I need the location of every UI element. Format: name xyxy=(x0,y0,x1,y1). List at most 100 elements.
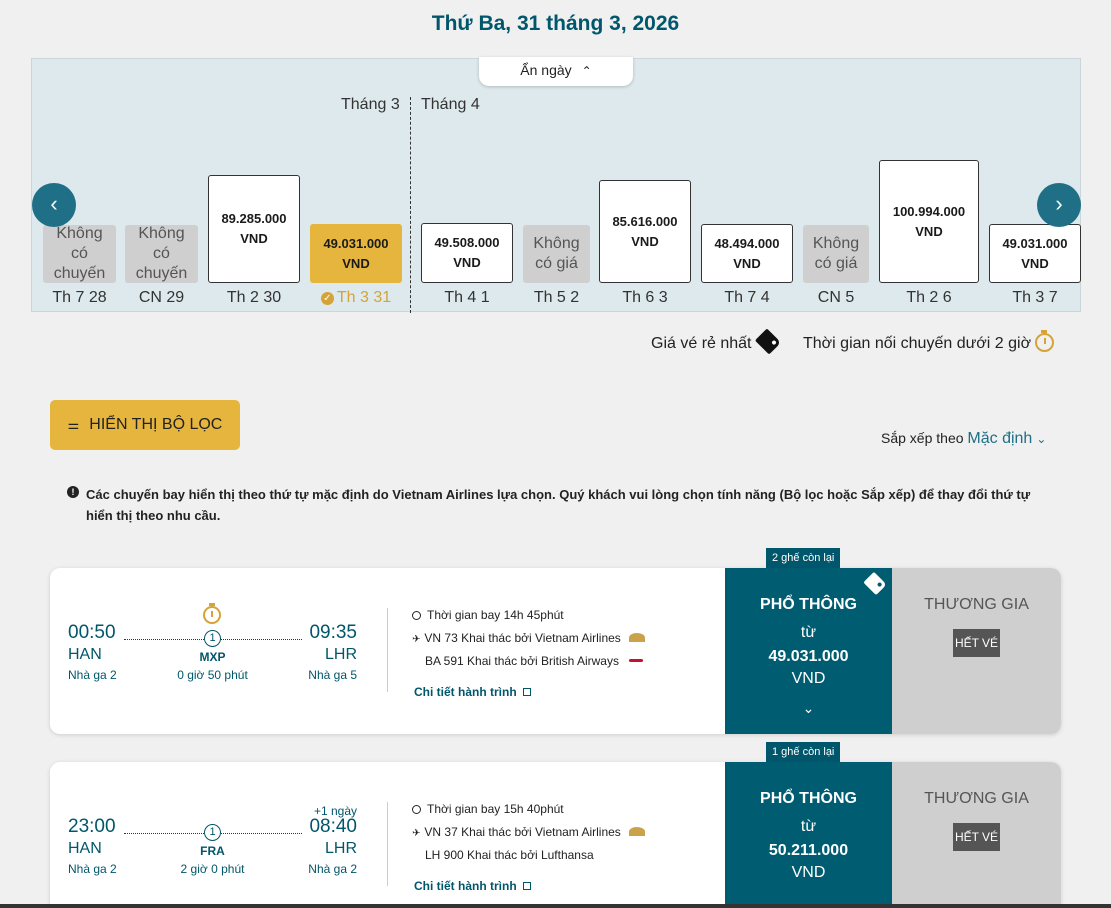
bar-currency: VND xyxy=(733,255,761,271)
business-title: THƯƠNG GIA xyxy=(924,790,1029,807)
month-divider xyxy=(410,97,411,313)
price-tag-icon xyxy=(863,571,887,596)
divider xyxy=(387,608,388,692)
sliders-icon: ⚌ xyxy=(67,417,80,432)
departure-terminal: Nhà ga 2 xyxy=(68,668,117,682)
british-airways-logo-icon xyxy=(628,659,643,662)
day-th4-1[interactable]: 49.508.000 VND Th 4 1 xyxy=(421,59,513,313)
day-label: Th 4 1 xyxy=(444,289,490,306)
price-bar: 85.616.000 VND xyxy=(599,180,691,283)
chevron-down-icon: ⌄ xyxy=(1036,432,1047,446)
price-bar: 48.494.000 VND xyxy=(701,224,793,283)
day-th5-2[interactable]: Không có giá Th 5 2 xyxy=(523,59,590,313)
bar-text: Không xyxy=(138,225,185,242)
seats-left-badge: 2 ghế còn lại xyxy=(766,548,841,568)
economy-price: 49.031.000 xyxy=(768,648,849,665)
legend-short-connection: Thời gian nối chuyến dưới 2 giờ xyxy=(803,330,1055,353)
stop-duration: 0 giờ 50 phút xyxy=(177,668,248,682)
bar-text: có xyxy=(153,245,170,262)
sort-dropdown[interactable]: Mặc định ⌄ xyxy=(967,430,1046,447)
business-fare: THƯƠNG GIA HẾT VÉ xyxy=(892,762,1061,908)
bar-price: 89.285.000 xyxy=(221,211,287,226)
day-th2-6[interactable]: 100.994.000 VND Th 2 6 xyxy=(879,59,979,313)
economy-title: PHỔ THÔNG xyxy=(760,790,857,807)
business-title: THƯƠNG GIA xyxy=(924,596,1029,613)
flight-card: 2 ghế còn lại 00:50 HAN Nhà ga 2 1 MXP 0… xyxy=(50,548,1061,734)
flight-duration: Thời gian bay 14h 45phút xyxy=(412,608,564,622)
bar-text: chuyến xyxy=(53,265,106,282)
plane-icon: ✈ xyxy=(412,634,421,645)
day-label-selected: ✓ Th 3 31 xyxy=(310,289,402,307)
departure-time: 23:00 xyxy=(68,816,116,837)
detail-link-text: Chi tiết hành trình xyxy=(414,685,517,699)
duration-text: Thời gian bay 14h 45phút xyxy=(427,608,564,622)
flight-card: 1 ghế còn lại 23:00 HAN Nhà ga 2 1 FRA 2… xyxy=(50,742,1061,908)
segment-text: LH 900 Khai thác bởi Lufthansa xyxy=(425,848,594,862)
chevron-left-icon: ‹ xyxy=(50,191,58,216)
economy-from: từ xyxy=(800,818,817,835)
previous-dates-button[interactable]: ‹ xyxy=(32,183,76,227)
arrival-time: 08:40 xyxy=(309,816,357,837)
chevron-up-icon: ⌃ xyxy=(581,64,592,78)
price-bar: 49.031.000 VND xyxy=(989,224,1081,283)
divider xyxy=(387,802,388,886)
day-cn-5[interactable]: Không có giá CN 5 xyxy=(803,59,869,313)
bar-price: 85.616.000 xyxy=(612,213,678,229)
clock-icon xyxy=(412,805,421,814)
bar-text: Không xyxy=(812,235,860,252)
legend-cheapest: Giá vé rẻ nhất xyxy=(651,328,781,355)
economy-fare-button[interactable]: PHỔ THÔNG từ 49.031.000 VND ⌄ xyxy=(725,568,892,734)
departure-airport: HAN xyxy=(68,646,102,663)
bottom-border xyxy=(0,904,1111,908)
vietnam-airlines-logo-icon xyxy=(628,827,645,836)
no-flight-bar: Không có chuyến xyxy=(125,225,198,283)
no-price-bar: Không có giá xyxy=(803,225,869,283)
show-filter-button[interactable]: ⚌ HIỂN THỊ BỘ LỌC xyxy=(50,400,240,450)
economy-currency: VND xyxy=(791,864,826,881)
segment-text: VN 37 Khai thác bởi Vietnam Airlines xyxy=(424,825,621,839)
itinerary-details-link[interactable]: Chi tiết hành trình xyxy=(414,685,531,699)
segment-2: LH 900 Khai thác bởi Lufthansa xyxy=(425,848,594,862)
day-label: Th 2 30 xyxy=(226,289,282,306)
arrival-terminal: Nhà ga 2 xyxy=(308,862,357,876)
stopwatch-icon xyxy=(203,603,221,624)
month-label-march: Tháng 3 xyxy=(341,96,400,113)
economy-price: 50.211.000 xyxy=(768,842,849,859)
flight-duration: Thời gian bay 15h 40phút xyxy=(412,802,564,816)
external-link-icon xyxy=(522,688,531,696)
plus-day-label: +1 ngày xyxy=(313,804,357,818)
info-icon: ! xyxy=(67,486,79,498)
hide-dates-label: Ẩn ngày xyxy=(520,62,572,78)
departure-time: 00:50 xyxy=(68,622,116,643)
economy-fare-button[interactable]: PHỔ THÔNG từ 50.211.000 VND xyxy=(725,762,892,908)
sold-out-badge: HẾT VÉ xyxy=(953,823,1000,851)
detail-link-text: Chi tiết hành trình xyxy=(414,879,517,893)
day-th3-7[interactable]: 49.031.000 VND Th 3 7 xyxy=(989,59,1081,313)
sort-value: Mặc định xyxy=(967,430,1033,447)
day-label: CN 5 xyxy=(817,289,855,306)
day-th7-28[interactable]: Không có chuyến Th 7 28 xyxy=(43,59,116,313)
stop-airport: MXP xyxy=(199,650,226,664)
segment-2: BA 591 Khai thác bởi British Airways xyxy=(425,654,643,668)
day-th3-31-selected[interactable]: 49.031.000 VND ✓ Th 3 31 xyxy=(310,59,402,313)
bar-text: có xyxy=(71,245,88,262)
day-th6-3[interactable]: 85.616.000 VND Th 6 3 xyxy=(599,59,691,313)
day-cn-29[interactable]: Không có chuyến CN 29 xyxy=(125,59,198,313)
no-flight-bar: Không có chuyến xyxy=(43,225,116,283)
bar-currency: VND xyxy=(1021,255,1049,271)
next-dates-button[interactable]: › xyxy=(1037,183,1081,227)
chevron-right-icon: › xyxy=(1055,191,1063,216)
arrival-time: 09:35 xyxy=(309,622,357,643)
duration-text: Thời gian bay 15h 40phút xyxy=(427,802,564,816)
itinerary-details-link[interactable]: Chi tiết hành trình xyxy=(414,879,531,893)
chevron-down-icon: ⌄ xyxy=(802,700,815,716)
arrival-airport: LHR xyxy=(324,840,357,857)
vietnam-airlines-logo-icon xyxy=(628,633,645,642)
bar-currency: VND xyxy=(240,231,268,246)
hide-dates-button[interactable]: Ẩn ngày ⌃ xyxy=(479,57,633,86)
day-th2-30[interactable]: 89.285.000 VND Th 2 30 xyxy=(208,59,300,313)
day-th7-4[interactable]: 48.494.000 VND Th 7 4 xyxy=(701,59,793,313)
segment-text: VN 73 Khai thác bởi Vietnam Airlines xyxy=(424,631,621,645)
arrival-terminal: Nhà ga 5 xyxy=(308,668,357,682)
stopwatch-icon xyxy=(1035,330,1055,352)
